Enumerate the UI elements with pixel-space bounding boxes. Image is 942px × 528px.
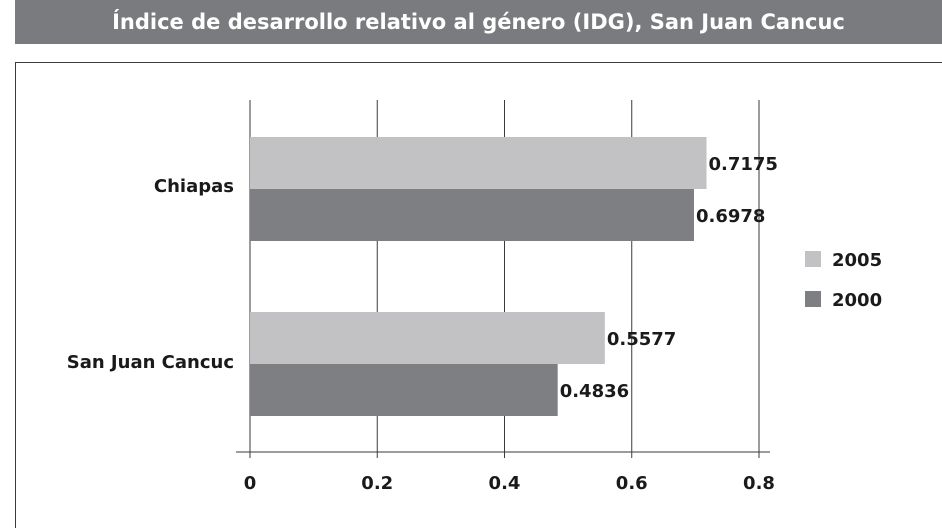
x-tick-label: 0 — [244, 473, 257, 494]
x-tick-label: 0.8 — [743, 473, 775, 494]
data-label: 0.6978 — [696, 206, 765, 227]
x-tick-label: 0.6 — [616, 473, 648, 494]
category-label: Chiapas — [154, 176, 234, 197]
chart-frame — [15, 62, 942, 528]
legend-label: 2005 — [832, 250, 882, 271]
x-tick-label: 0.4 — [489, 473, 521, 494]
data-label: 0.4836 — [560, 381, 629, 402]
bar-2005 — [250, 312, 605, 364]
category-label: San Juan Cancuc — [67, 352, 234, 373]
bar-2000 — [250, 189, 694, 241]
legend-swatch-2000 — [805, 291, 821, 307]
data-label: 0.5577 — [607, 329, 676, 350]
chart-title: Índice de desarrollo relativo al género … — [15, 0, 942, 44]
bar-2000 — [250, 364, 558, 416]
x-tick-label: 0.2 — [361, 473, 393, 494]
data-label: 0.7175 — [709, 154, 778, 175]
bar-2005 — [250, 137, 707, 189]
legend-label: 2000 — [832, 290, 882, 311]
legend-swatch-2005 — [805, 251, 821, 267]
